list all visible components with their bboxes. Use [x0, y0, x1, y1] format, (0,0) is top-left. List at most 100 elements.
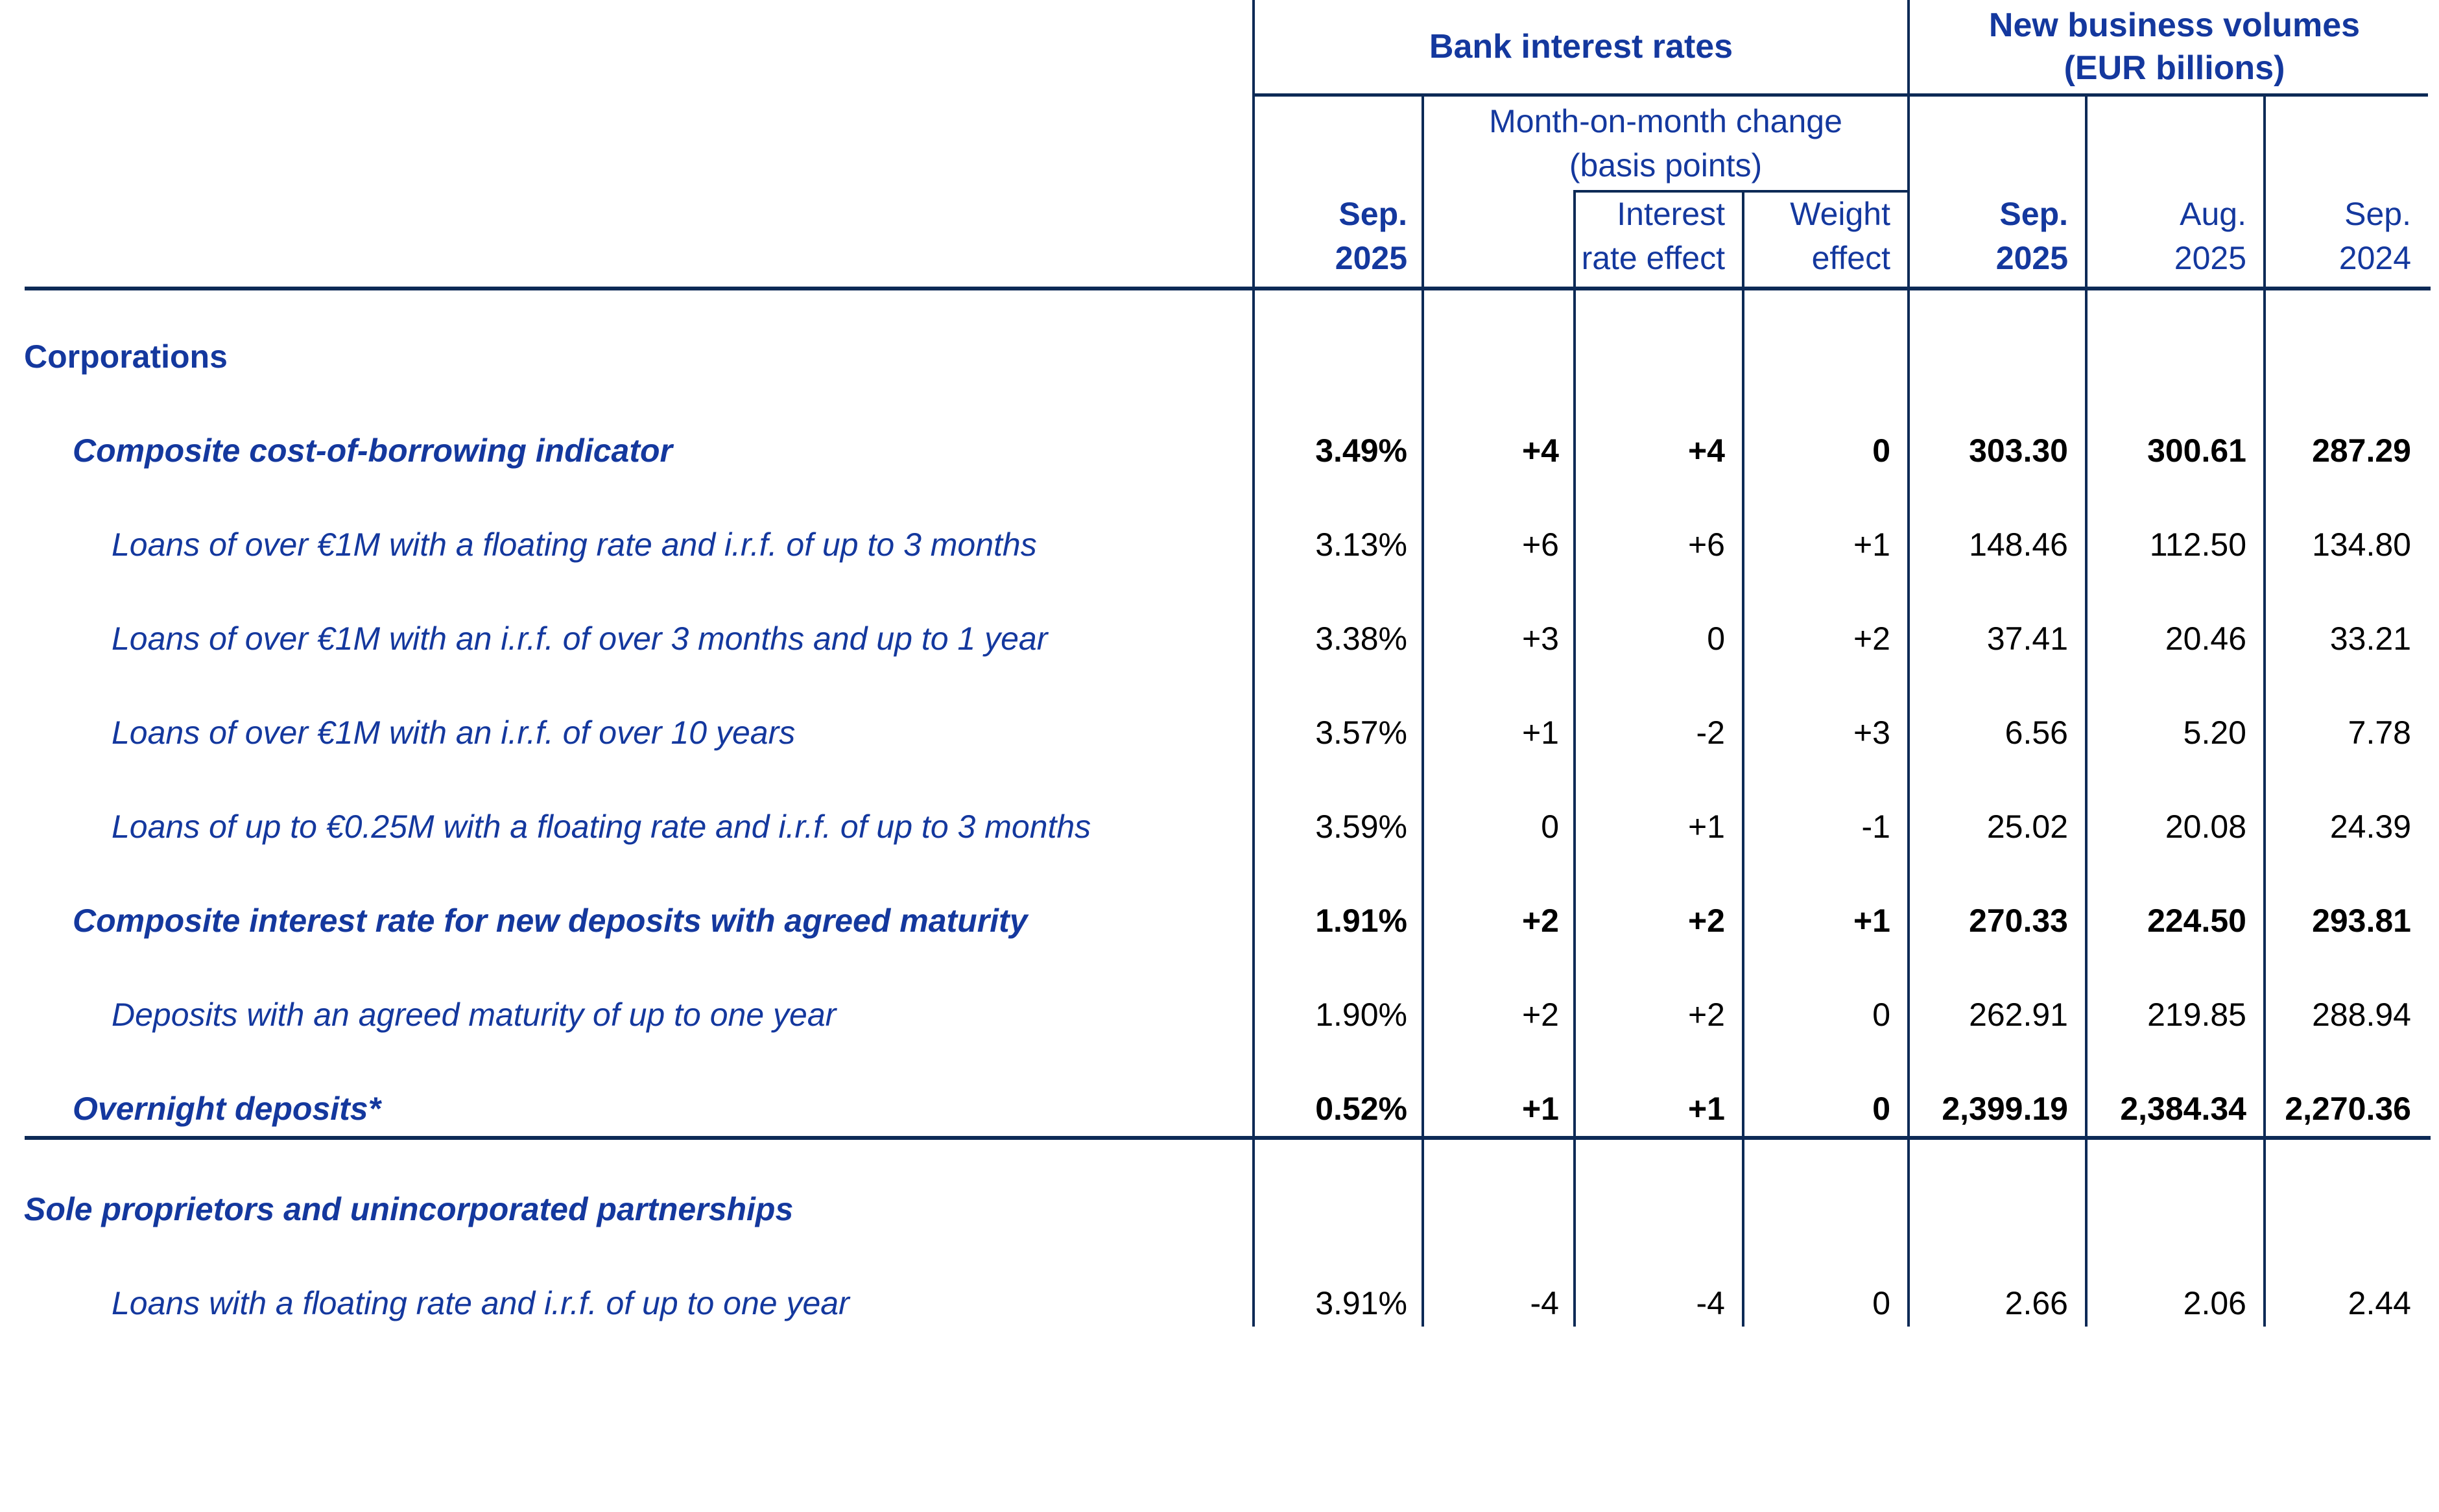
cell-value: 0 [1707, 620, 1725, 657]
cell-value: +6 [1521, 526, 1559, 563]
column-header-text: Weight [1790, 196, 1890, 232]
cell-value: 219.85 [2147, 997, 2246, 1033]
cell-value: +2 [1521, 903, 1559, 939]
table-border-aug [2085, 93, 2088, 1327]
cell-value: 2,399.19 [1942, 1091, 2068, 1127]
header-bottom-rule [25, 287, 2431, 290]
cell-value: 288.94 [2312, 997, 2411, 1033]
group-header-new-business-volumes: New business volumes (EUR billions) [1910, 0, 2439, 93]
column-header-text: 2024 [2338, 240, 2411, 276]
row-label: Loans of over €1M with a floating rate a… [112, 526, 1037, 563]
row-label: Deposits with an agreed maturity of up t… [112, 997, 837, 1033]
mom-change-label-line2: (basis points) [1569, 147, 1763, 183]
cell-value: 5.20 [2183, 715, 2246, 751]
cell-value: 1.91% [1315, 903, 1407, 939]
cell-value: 3.57% [1315, 715, 1407, 751]
column-header-text: Interest [1617, 196, 1725, 232]
cell-value: +1 [1853, 903, 1890, 939]
cell-value: 303.30 [1969, 432, 2068, 469]
cell-value: +4 [1687, 432, 1725, 469]
cell-value: 37.41 [1986, 620, 2068, 657]
row-label: Sole proprietors and unincorporated part… [24, 1191, 794, 1227]
row-label: Loans with a floating rate and i.r.f. of… [112, 1285, 850, 1321]
column-header-volume_sep_2025: Sep. 2025 [1910, 192, 2068, 280]
cell-value: 20.46 [2165, 620, 2246, 657]
cell-value: 2.66 [2005, 1285, 2068, 1321]
cell-value: 2.44 [2348, 1285, 2411, 1321]
column-header-text: effect [1811, 240, 1890, 276]
cell-value: -2 [1696, 715, 1725, 751]
cell-value: -4 [1696, 1285, 1725, 1321]
cell-value: +2 [1687, 997, 1725, 1033]
column-header-volume_aug_2025: Aug. 2025 [2088, 192, 2246, 280]
cell-value: 3.13% [1315, 526, 1407, 563]
column-header-text: 2025 [1335, 240, 1407, 276]
row-label: Loans of over €1M with an i.r.f. of over… [112, 620, 1048, 657]
row-label: Overnight deposits* [73, 1091, 381, 1127]
column-header-text: Sep. [2344, 196, 2411, 232]
mom-change-label-line1: Month-on-month change [1489, 102, 1842, 139]
group-header-label: Bank interest rates [1429, 28, 1733, 65]
cell-value: +1 [1687, 809, 1725, 845]
cell-value: 0 [1872, 432, 1890, 469]
cell-value: +1 [1521, 715, 1559, 751]
table-border-weight-effect [1742, 190, 1744, 1327]
cell-value: 293.81 [2312, 903, 2411, 939]
cell-value: 287.29 [2312, 432, 2411, 469]
row-label: Composite interest rate for new deposits… [73, 903, 1028, 939]
column-header-text: Aug. [2180, 196, 2246, 232]
cell-value: 112.50 [2149, 526, 2246, 563]
cell-value: 3.49% [1315, 432, 1407, 469]
cell-value: +4 [1521, 432, 1559, 469]
row-label: Loans of up to €0.25M with a floating ra… [112, 809, 1091, 845]
cell-value: 0 [1872, 1091, 1890, 1127]
cell-value: 0 [1872, 997, 1890, 1033]
cell-value: +2 [1521, 997, 1559, 1033]
column-header-interest_rate_effect: Interest rate effect [1576, 192, 1725, 280]
cell-value: 1.90% [1315, 997, 1407, 1033]
cell-value: 0.52% [1315, 1091, 1407, 1127]
cell-value: 300.61 [2147, 432, 2246, 469]
group-header-mom-change: Month-on-month change (basis points) [1424, 96, 1907, 190]
cell-value: -1 [1861, 809, 1890, 845]
cell-value: +3 [1853, 715, 1890, 751]
row-label: Corporations [24, 338, 228, 375]
cell-value: 20.08 [2165, 809, 2246, 845]
cell-value: 270.33 [1969, 903, 2068, 939]
cell-value: 262.91 [1969, 997, 2068, 1033]
cell-value: 2,270.36 [2285, 1091, 2411, 1127]
cell-value: 2.06 [2183, 1285, 2246, 1321]
cell-value: 3.38% [1315, 620, 1407, 657]
group-header-label-line2: (EUR billions) [2064, 49, 2285, 87]
cell-value: 3.91% [1315, 1285, 1407, 1321]
column-header-text: Sep. [1999, 196, 2068, 232]
table-border-sep24 [2263, 93, 2266, 1327]
cell-value: +2 [1687, 903, 1725, 939]
cell-value: +1 [1521, 1091, 1559, 1127]
cell-value: 6.56 [2005, 715, 2068, 751]
table-border-interest-effect [1573, 190, 1576, 1327]
cell-value: 134.80 [2312, 526, 2411, 563]
cell-value: -4 [1530, 1285, 1559, 1321]
group-header-bank-interest-rates: Bank interest rates [1255, 0, 1907, 93]
cell-value: 0 [1541, 809, 1559, 845]
row-label: Loans of over €1M with an i.r.f. of over… [112, 715, 796, 751]
cell-value: +2 [1853, 620, 1890, 657]
column-header-weight_effect: Weight effect [1744, 192, 1890, 280]
column-header-text: Sep. [1338, 196, 1407, 232]
column-header-text: rate effect [1581, 240, 1725, 276]
cell-value: 33.21 [2329, 620, 2411, 657]
group-header-rule [1252, 93, 2428, 97]
column-header-text: 2025 [2174, 240, 2246, 276]
column-header-text: 2025 [1995, 240, 2068, 276]
cell-value: +6 [1687, 526, 1725, 563]
basis-points-rule [1573, 190, 1910, 193]
cell-value: +1 [1853, 526, 1890, 563]
table-border-volumes [1907, 0, 1910, 1327]
cell-value: 24.39 [2329, 809, 2411, 845]
cell-value: 25.02 [1986, 809, 2068, 845]
cell-value: 2,384.34 [2120, 1091, 2246, 1127]
section-separator-rule [25, 1136, 2431, 1140]
cell-value: 224.50 [2147, 903, 2246, 939]
